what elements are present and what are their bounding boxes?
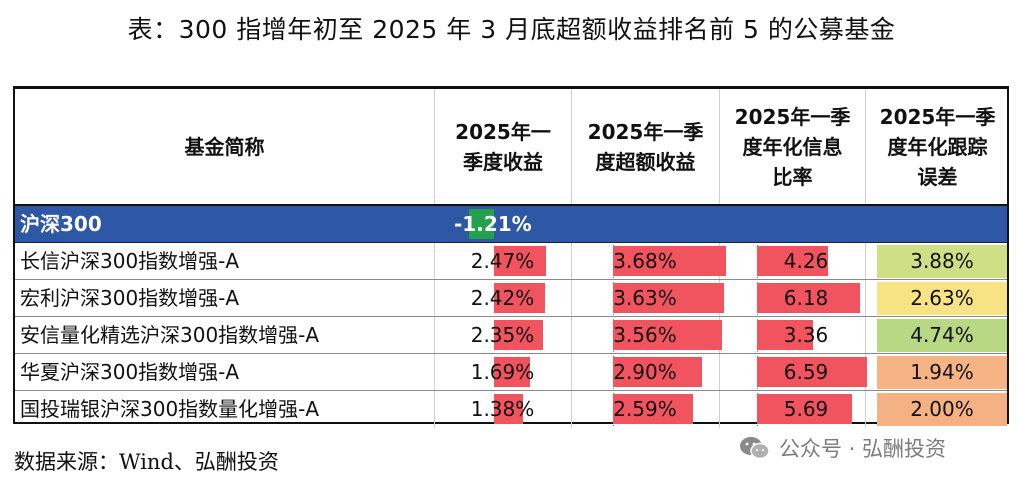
column-divider (719, 391, 720, 428)
return-bar (494, 394, 524, 424)
column-divider (571, 391, 572, 428)
header-q1-return: 2025年一 季度收益 (434, 89, 571, 204)
column-divider (865, 243, 866, 279)
info-ratio-bar (757, 320, 814, 350)
tracking-error-cell (877, 245, 1007, 278)
info-ratio-value: 3.36 (783, 323, 829, 347)
header-line: 度超额收益 (595, 149, 696, 174)
column-divider (571, 354, 572, 390)
header-text: 基金简称 (185, 132, 265, 162)
tracking-error-value: 3.88% (910, 249, 974, 273)
column-divider (865, 317, 866, 353)
excess-return-bar (613, 320, 723, 350)
fund-name: 国投瑞银沪深300指数量化增强-A (20, 397, 320, 421)
column-divider (434, 391, 435, 428)
header-line: 2025年一季 (587, 119, 704, 144)
info-ratio-bar (757, 283, 861, 313)
return-bar (494, 357, 530, 387)
tracking-error-value: 2.00% (910, 397, 974, 421)
excess-return-value: 2.59% (613, 397, 677, 421)
table-title: 表：300 指增年初至 2025 年 3 月底超额收益排名前 5 的公募基金 (127, 15, 896, 44)
header-line: 度年化跟踪 (887, 134, 988, 159)
header-text: 2025年一季 度年化跟踪误差 (880, 102, 996, 192)
header-line: 比率 (772, 164, 813, 189)
excess-return-bar (613, 246, 726, 276)
excess-return-bar (613, 357, 703, 387)
info-ratio-value: 6.59 (783, 360, 829, 384)
fund-name: 长信沪深300指数增强-A (20, 249, 240, 273)
header-line: 误差 (917, 164, 958, 189)
return-bar (494, 246, 546, 276)
info-ratio-bar (757, 246, 829, 276)
header-line: 2025年一季 (734, 104, 851, 129)
info-ratio-value: 4.26 (783, 249, 829, 273)
table-row: 长信沪深300指数增强-A 2.47% 3.68% 4.26 3.88% (15, 243, 1007, 280)
benchmark-return-value: -1.21% (454, 212, 532, 236)
excess-return-value: 3.63% (613, 286, 677, 310)
return-bar (494, 320, 544, 350)
info-ratio-value: 5.69 (783, 397, 829, 421)
return-value: 2.42% (470, 286, 535, 310)
return-value: 2.35% (470, 323, 535, 347)
source-note: 数据来源：Wind、弘酬投资 (14, 450, 279, 474)
excess-return-value: 2.90% (613, 360, 677, 384)
return-bar (494, 283, 545, 313)
column-divider (571, 317, 572, 353)
table-header: 基金简称 2025年一 季度收益 2025年一季 度超额收益 2025年一季 度年化信… (15, 89, 1007, 206)
header-line: 2025年一 (455, 119, 551, 144)
tracking-error-cell (877, 319, 1007, 352)
return-value: 1.38% (470, 397, 535, 421)
header-text: 2025年一 季度收益 (455, 117, 551, 177)
benchmark-name: 沪深300 (20, 212, 102, 236)
tracking-error-cell (877, 356, 1007, 389)
column-divider (434, 354, 435, 390)
tracking-error-cell (877, 282, 1007, 315)
return-value: 1.69% (470, 360, 535, 384)
column-divider (434, 243, 435, 279)
table-row: 国投瑞银沪深300指数量化增强-A 1.38% 2.59% 5.69 2.00% (15, 391, 1007, 428)
excess-return-value: 3.68% (613, 249, 677, 273)
wechat-icon (740, 437, 770, 460)
header-line: 2025年一季 (879, 104, 996, 129)
fund-name: 安信量化精选沪深300指数增强-A (20, 323, 320, 347)
column-divider (571, 280, 572, 316)
tracking-error-value: 1.94% (910, 360, 974, 384)
table-row: 华夏沪深300指数增强-A 1.69% 2.90% 6.59 1.94% (15, 354, 1007, 391)
header-text: 2025年一季 度年化信息比率 (735, 102, 851, 192)
table-row: 安信量化精选沪深300指数增强-A 2.35% 3.56% 3.36 4.74% (15, 317, 1007, 354)
excess-return-value: 3.56% (613, 323, 677, 347)
header-line: 度年化信息 (742, 134, 843, 159)
info-ratio-value: 6.18 (783, 286, 829, 310)
watermark: 公众号 · 弘酬投资 (739, 431, 946, 465)
header-line: 基金简称 (184, 134, 265, 159)
benchmark-row: 沪深300 -1.21% (15, 206, 1007, 243)
excess-return-bar (613, 394, 693, 424)
info-ratio-bar (757, 357, 867, 387)
fund-ranking-table: 基金简称 2025年一 季度收益 2025年一季 度超额收益 2025年一季 度年化信… (13, 86, 1009, 428)
header-q1-info-ratio: 2025年一季 度年化信息比率 (719, 89, 865, 204)
header-q1-excess-return: 2025年一季 度超额收益 (571, 89, 719, 204)
watermark-text: 公众号 · 弘酬投资 (779, 437, 947, 461)
column-divider (865, 391, 866, 428)
excess-return-bar (613, 283, 725, 313)
benchmark-return-bar (468, 209, 494, 239)
header-text: 2025年一季 度超额收益 (588, 117, 704, 177)
tracking-error-value: 4.74% (910, 323, 974, 347)
column-divider (865, 280, 866, 316)
info-ratio-bar (757, 394, 852, 424)
column-divider (571, 243, 572, 279)
tracking-error-value: 2.63% (910, 286, 974, 310)
column-divider (434, 280, 435, 316)
tracking-error-cell (877, 393, 1007, 426)
column-divider (434, 317, 435, 353)
fund-name: 华夏沪深300指数增强-A (20, 360, 240, 384)
fund-name: 宏利沪深300指数增强-A (20, 286, 240, 310)
header-fund-name: 基金简称 (15, 89, 434, 204)
return-value: 2.47% (470, 249, 535, 273)
header-q1-tracking-error: 2025年一季 度年化跟踪误差 (865, 89, 1009, 204)
header-line: 季度收益 (462, 149, 543, 174)
table-row: 宏利沪深300指数增强-A 2.42% 3.63% 6.18 2.63% (15, 280, 1007, 317)
column-divider (719, 354, 720, 390)
